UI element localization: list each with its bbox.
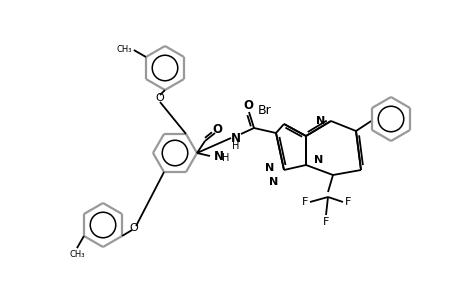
Text: N: N <box>268 177 277 187</box>
Text: F: F <box>344 197 350 207</box>
Text: O: O <box>155 93 164 103</box>
Text: O: O <box>242 98 252 112</box>
Text: O: O <box>212 122 222 136</box>
Text: N: N <box>213 149 224 163</box>
Text: Br: Br <box>257 103 271 116</box>
Text: CH₃: CH₃ <box>69 250 84 259</box>
Text: N: N <box>313 155 323 165</box>
Text: N: N <box>264 163 274 173</box>
Text: CH₃: CH₃ <box>116 44 132 53</box>
Text: F: F <box>322 217 329 227</box>
Text: N: N <box>230 131 241 145</box>
Text: N: N <box>315 116 325 125</box>
Text: H: H <box>232 141 239 151</box>
Text: O: O <box>129 223 138 233</box>
Text: H: H <box>222 153 229 163</box>
Text: F: F <box>301 197 308 207</box>
